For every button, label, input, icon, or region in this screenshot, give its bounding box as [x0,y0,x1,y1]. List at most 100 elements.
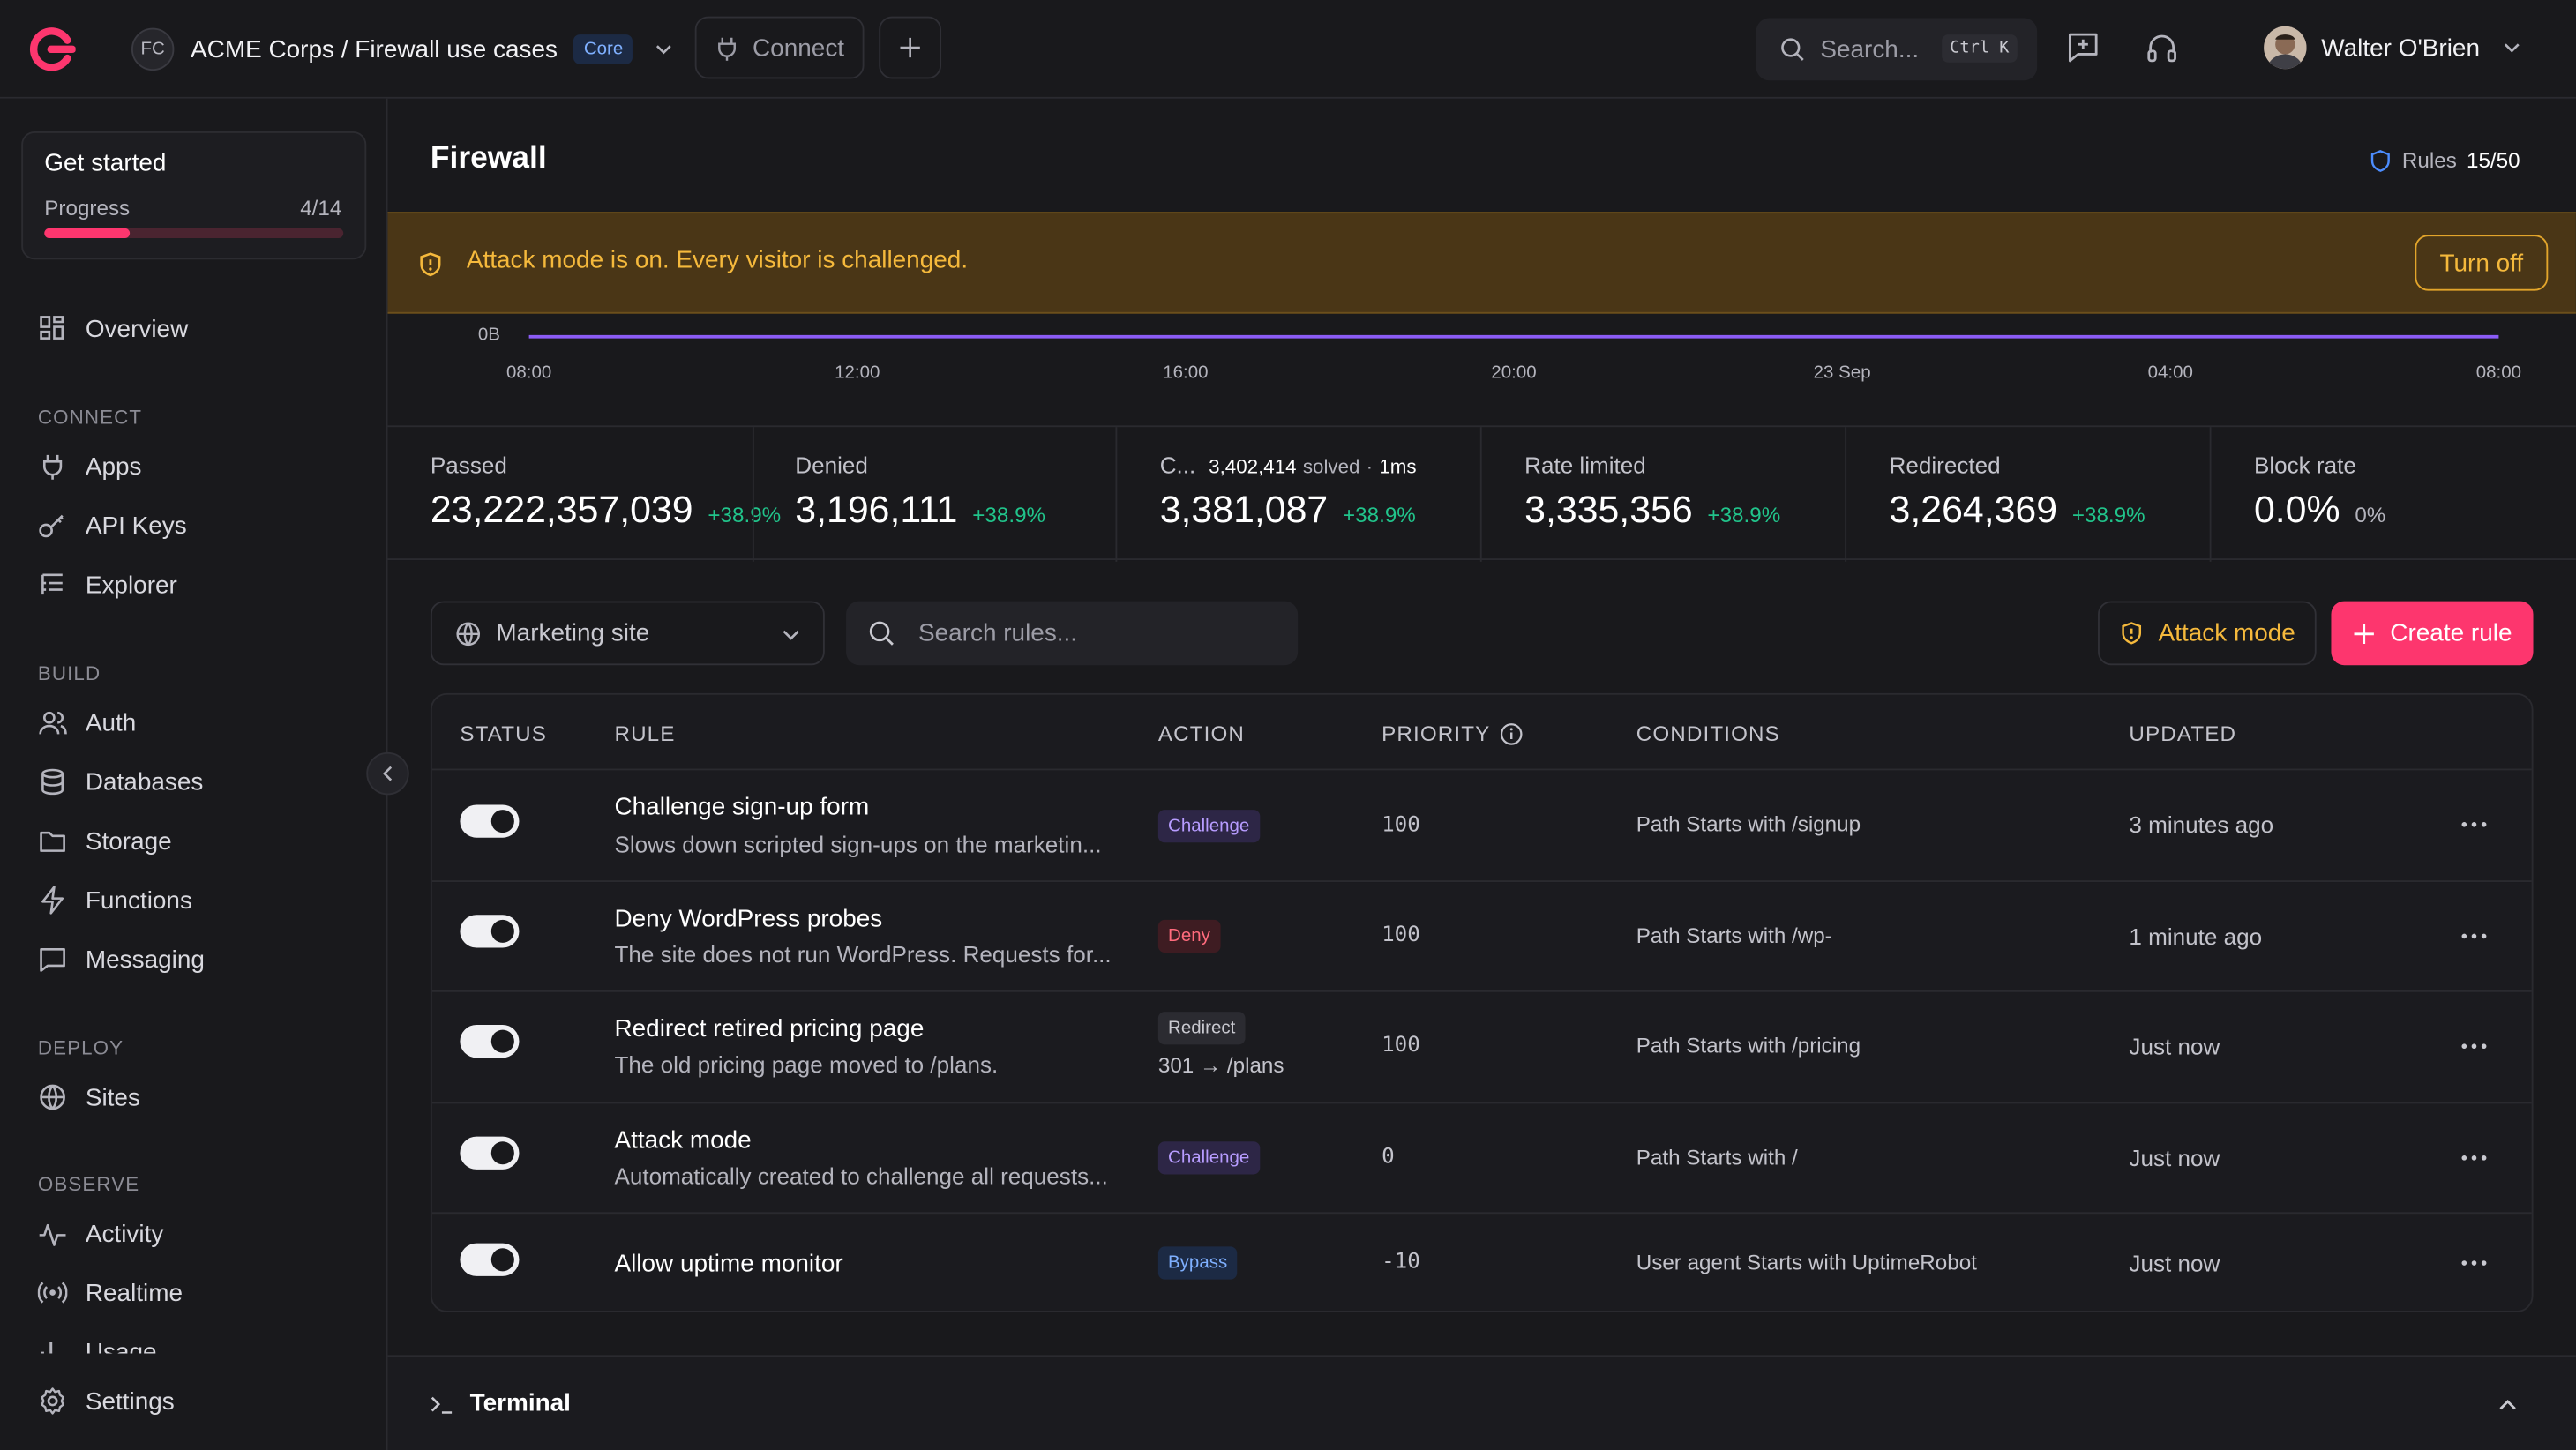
plan-badge: Core [573,34,633,64]
terminal-panel[interactable]: Terminal [387,1355,2576,1450]
sidebar-collapse-button[interactable] [366,751,409,796]
sidebar-item-overview[interactable]: Overview [38,309,188,348]
chevron-down-icon [656,45,672,55]
search-rules-placeholder: Search rules... [917,619,1078,647]
sidebar-item-api-keys[interactable]: API Keys [38,506,187,546]
rule-status-toggle[interactable] [460,1025,520,1058]
turn-off-button[interactable]: Turn off [2415,235,2549,291]
search-rules-input[interactable]: Search rules... [846,601,1299,666]
more-options-icon[interactable] [2461,933,2488,939]
stat-change: 0% [2355,502,2386,527]
table-row[interactable]: Deny WordPress probes The site does not … [431,880,2532,990]
sidebar-item-settings[interactable]: Settings [38,1381,175,1421]
solved-count: 3,402,414 [1209,454,1297,478]
more-options-icon[interactable] [2461,1259,2488,1266]
rule-updated: 1 minute ago [2129,923,2263,950]
database-icon [41,768,64,796]
rule-description: The site does not run WordPress. Request… [614,941,1112,968]
sidebar-item-explorer[interactable]: Explorer [38,565,177,605]
stat-change: +38.9% [972,502,1046,527]
attack-mode-button[interactable]: Attack mode [2098,601,2317,666]
shield-alert-icon [420,252,441,277]
org-project-switcher[interactable]: FC ACME Corps / Firewall use cases Core [131,23,672,76]
connect-button[interactable]: Connect [694,16,865,79]
create-rule-button[interactable]: Create rule [2331,601,2534,666]
sidebar-item-label: Explorer [85,571,177,599]
stat-change: +38.9% [1343,502,1416,527]
sidebar-item-messaging[interactable]: Messaging [38,939,205,979]
sidebar-item-usage[interactable]: Usage [38,1332,157,1354]
rule-status-toggle[interactable] [460,1243,520,1276]
chart-x-tick: 04:00 [2147,362,2193,383]
progress-bar-fill [44,228,131,239]
terminal-header: Terminal [431,1389,571,1417]
chart-y-tick: 0B [477,325,500,346]
terminal-icon [431,1395,453,1413]
get-started-title: Get started [44,149,167,178]
global-search[interactable]: Search... Ctrl K [1756,18,2038,81]
table-row[interactable]: Redirect retired pricing page The old pr… [431,990,2532,1102]
rule-status-toggle[interactable] [460,804,520,838]
sidebar-item-functions[interactable]: Functions [38,880,192,920]
latency: 1ms [1379,454,1417,478]
sidebar-item-sites[interactable]: Sites [38,1078,140,1117]
sidebar-item-storage[interactable]: Storage [38,821,172,861]
stat-value: 0.0% [2253,488,2340,531]
stat-divider [1845,427,1847,562]
chevron-left-icon [382,766,393,781]
main-content: Firewall Rules 15/50 Attack mode is on. … [387,99,2576,1450]
sidebar-item-databases[interactable]: Databases [38,762,203,802]
rule-updated: Just now [2129,1144,2220,1171]
info-icon[interactable] [1501,721,1524,744]
site-select[interactable]: Marketing site [430,601,825,666]
col-header-priority: PRIORITY [1382,721,1524,745]
col-header-status: STATUS [460,721,548,746]
rule-updated: 3 minutes ago [2129,811,2274,838]
stat-rate-limited: Rate limited 3,335,356 +38.9% [1482,427,1846,562]
stat-block-rate: Block rate 0.0% 0% [2212,427,2576,562]
toggle-knob [490,1248,514,1272]
plus-icon [900,37,920,58]
stat-change: +38.9% [708,502,782,527]
col-header-conditions: CONDITIONS [1636,721,1780,746]
feedback-icon[interactable] [2065,30,2101,66]
sidebar-item-label: Settings [85,1386,175,1416]
sidebar-section-observe: OBSERVE [37,1172,140,1196]
user-menu[interactable]: Walter O'Brien [2264,26,2520,70]
solved-label: solved [1302,454,1360,478]
more-options-icon[interactable] [2461,1155,2488,1161]
stat-value: 3,335,356 [1524,488,1693,531]
stat-denied: Denied 3,196,111 +38.9% [753,427,1117,562]
table-row[interactable]: Challenge sign-up form Slows down script… [431,768,2532,881]
more-options-icon[interactable] [2461,1043,2488,1050]
attack-mode-label: Attack mode [2158,619,2295,647]
get-started-card[interactable]: Get started Progress 4/14 [21,131,367,260]
org-avatar: FC [131,27,175,71]
users-icon [39,711,67,735]
sidebar-item-activity[interactable]: Activity [38,1214,163,1253]
sidebar-item-label: Apps [85,452,142,481]
progress-count: 4/14 [300,195,342,220]
stat-label: Rate limited [1524,452,1646,478]
stat-value-line: 3,335,356 +38.9% [1524,488,1780,532]
rule-description: Slows down scripted sign-ups on the mark… [614,831,1102,858]
user-name: Walter O'Brien [2321,34,2480,62]
table-row[interactable]: Allow uptime monitor Bypass -10 User age… [431,1212,2532,1311]
sidebar-item-realtime[interactable]: Realtime [37,1273,183,1312]
sidebar-item-apps[interactable]: Apps [38,447,142,487]
stat-divider [1115,427,1118,562]
add-button[interactable] [879,16,942,79]
rule-updated: Just now [2129,1250,2220,1276]
rules-table: STATUS RULE ACTION PRIORITY CONDITIONS U… [430,692,2534,1312]
headset-support-icon[interactable] [2144,30,2180,66]
sidebar-item-label: Functions [85,886,192,915]
appwrite-logo-icon[interactable] [30,26,76,72]
chevron-up-icon[interactable] [2498,1396,2516,1414]
rule-status-toggle[interactable] [460,1136,520,1170]
table-row[interactable]: Attack mode Automatically created to cha… [431,1102,2532,1213]
sidebar-item-label: Sites [85,1083,140,1111]
sidebar-item-auth[interactable]: Auth [38,703,136,743]
rule-status-toggle[interactable] [460,915,520,948]
search-icon [1781,38,1804,61]
more-options-icon[interactable] [2461,821,2488,827]
